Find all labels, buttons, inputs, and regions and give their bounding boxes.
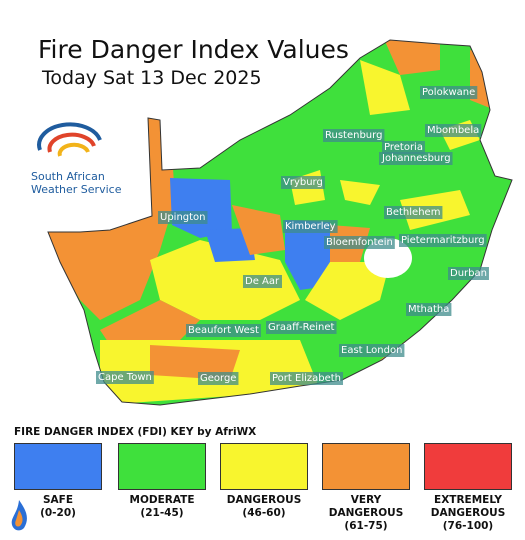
key-text: DANGEROUS [226,494,302,506]
city-label: Cape Town [98,372,152,383]
country-outline [47,39,513,406]
key-swatch [14,443,102,490]
city-label-bg [425,124,482,137]
key-text: (0-20) [40,507,76,519]
city-label: Kimberley [285,221,336,232]
city-label: Pietermaritzburg [401,235,485,246]
city-labels: Polokwane Rustenburg Mbombela Pretoria J… [96,86,489,385]
city-label-bg [283,220,338,233]
city-label: East London [341,345,402,356]
key-swatch [220,443,308,490]
city-label-bg [406,303,452,316]
city-label: De Aar [245,276,280,287]
key-title: FIRE DANGER INDEX (FDI) KEY by AfriWX [14,426,257,438]
key-text: SAFE [42,494,74,506]
city-label-bg [379,152,453,165]
key-text: MODERATE [129,494,195,506]
city-label: Mbombela [427,125,479,136]
fdi-regions [48,40,512,405]
city-label-bg [186,324,261,337]
city-label: Johannesburg [381,153,451,164]
city-label: Bethlehem [386,207,440,218]
city-label-bg [96,371,154,384]
city-label: Bloemfontein [326,237,393,248]
logo-line: Weather Service [31,183,122,196]
key-swatch [118,443,206,490]
key-label: EXTREMELY DANGEROUS (76-100) [424,494,512,533]
key-text: (46-60) [242,507,286,519]
city-label: Graaff-Reinet [268,322,335,333]
key-swatch [424,443,512,490]
afriwx-logo [11,500,27,531]
city-label-bg [420,86,478,99]
city-label-bg [270,372,344,385]
city-label-bg [324,236,395,249]
city-label: Durban [450,268,487,279]
city-label-bg [448,267,489,280]
key-swatch [322,443,410,490]
key-text: (61-75) [344,520,388,532]
key-text: (76-100) [442,520,494,532]
city-label-bg [323,129,385,142]
city-label: Rustenburg [325,130,382,141]
map: Fire Danger Index Values Today Sat 13 De… [31,35,513,406]
city-label: Port Elizabeth [272,373,341,384]
city-label-bg [198,372,239,385]
key-text: EXTREMELY DANGEROUS [430,494,506,519]
city-label-bg [382,141,425,154]
title: Fire Danger Index Values [38,35,349,64]
city-label: Mthatha [408,304,449,315]
city-label: Polokwane [422,87,475,98]
city-label-bg [158,211,208,224]
city-label-bg [384,206,443,219]
key-label: DANGEROUS (46-60) [220,494,308,520]
city-label: Beaufort West [188,325,259,336]
city-label-bg [339,344,405,357]
city-label-bg [266,321,337,334]
city-label: Pretoria [384,142,423,153]
subtitle: Today Sat 13 Dec 2025 [41,67,262,89]
key-label: VERY DANGEROUS (61-75) [322,494,410,533]
logo-line: South African [31,170,105,183]
key-text: (21-45) [140,507,184,519]
city-label-bg [243,275,282,288]
key-label: MODERATE (21-45) [118,494,206,520]
city-label: George [200,373,236,384]
key-label: SAFE (0-20) [14,494,102,520]
logo: South African Weather Service [31,122,122,196]
city-label-bg [399,234,487,247]
key-text: VERY DANGEROUS [328,494,404,519]
city-label-bg [281,176,325,189]
city-label: Vryburg [283,177,323,188]
city-label: Upington [160,212,206,223]
